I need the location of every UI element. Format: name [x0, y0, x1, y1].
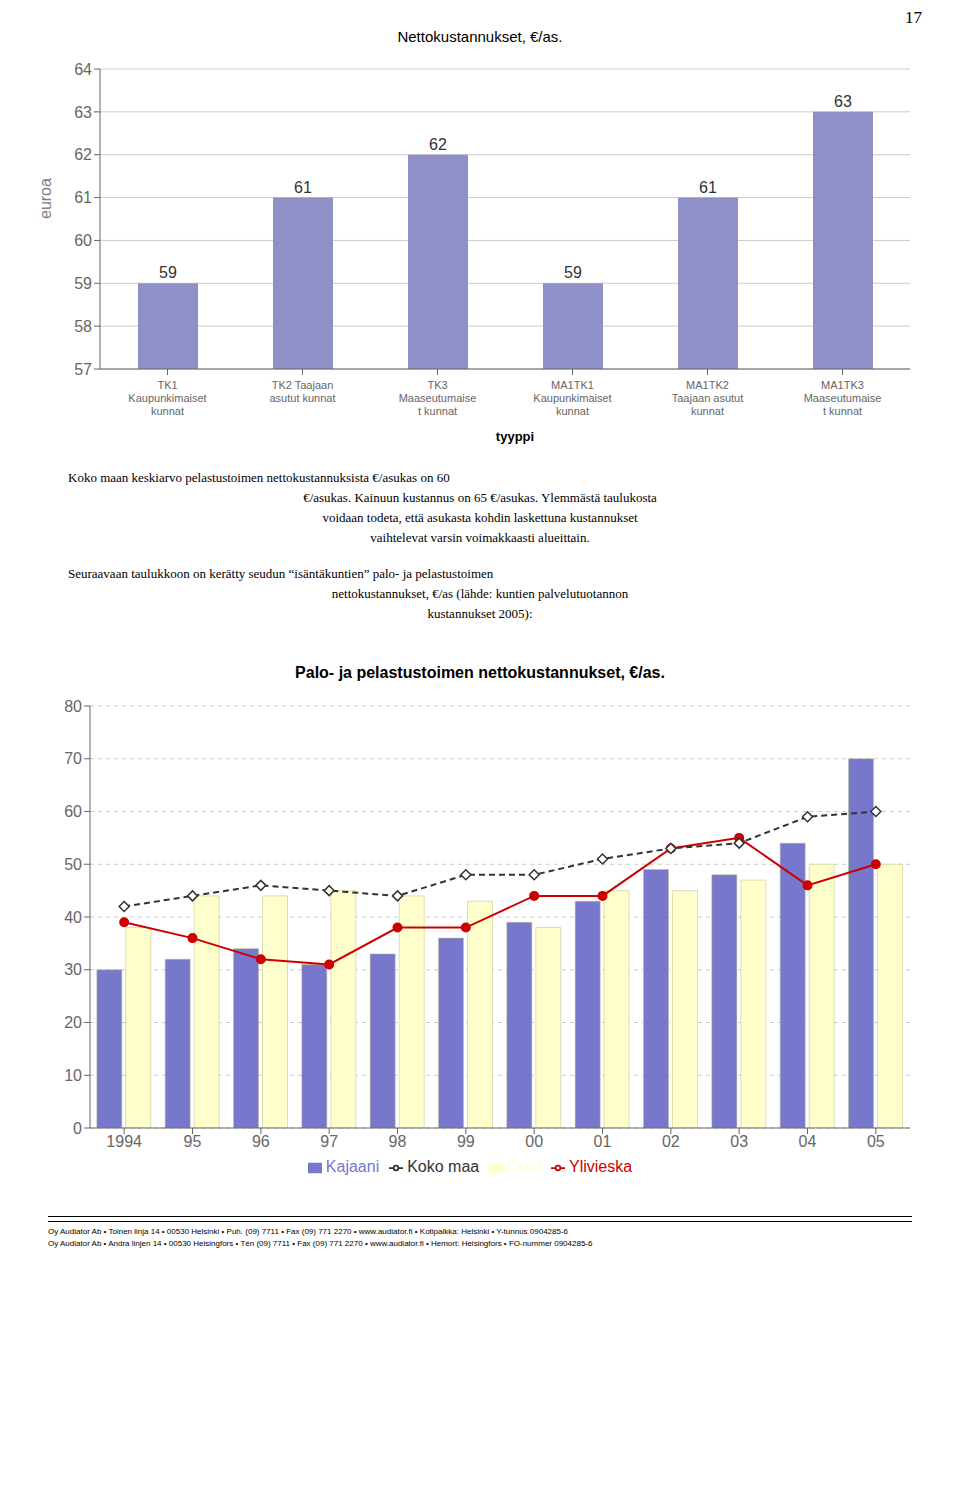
html-text:Nettokustannukset, €/as.: Nettokustannukset, €/as. [397, 28, 563, 45]
svg-text:96: 96 [252, 1133, 270, 1150]
svg-text:MA1TK1Kaupunkimaisetkunnat: MA1TK1Kaupunkimaisetkunnat [533, 379, 611, 417]
svg-text:61: 61 [294, 179, 312, 196]
html-text:Oulu: Oulu [507, 1158, 541, 1175]
svg-text:62: 62 [429, 136, 447, 153]
html-text:vaihtelevat varsin voimakkaast: vaihtelevat varsin voimakkaasti alueitta… [370, 530, 590, 545]
svg-text:70: 70 [64, 750, 82, 767]
html-text:17: 17 [905, 8, 922, 27]
svg-text:02: 02 [662, 1133, 680, 1150]
svg-text:MA1TK3Maaseutumaiset kunnat: MA1TK3Maaseutumaiset kunnat [804, 379, 882, 417]
svg-text:99: 99 [457, 1133, 475, 1150]
svg-text:98: 98 [389, 1133, 407, 1150]
svg-text:00: 00 [525, 1133, 543, 1150]
html-text:Palo- ja pelastustoimen nettok: Palo- ja pelastustoimen nettokustannukse… [295, 664, 665, 681]
svg-text:61: 61 [699, 179, 717, 196]
svg-text:04: 04 [799, 1133, 817, 1150]
svg-text:10: 10 [64, 1067, 82, 1084]
html-text:tyyppi: tyyppi [495, 429, 535, 444]
svg-text:62: 62 [74, 146, 92, 163]
svg-text:61: 61 [74, 189, 92, 206]
svg-text:MA1TK2Taajaan asututkunnat: MA1TK2Taajaan asututkunnat [672, 379, 744, 417]
svg-text:01: 01 [594, 1133, 612, 1150]
html-text:Ylivieska: Ylivieska [569, 1158, 633, 1175]
svg-text:60: 60 [74, 232, 92, 249]
svg-text:57: 57 [74, 361, 92, 378]
svg-text:97: 97 [320, 1133, 338, 1150]
svg-text:euroa: euroa [37, 178, 54, 219]
svg-text:TK2 Taajaanasutut kunnat: TK2 Taajaanasutut kunnat [269, 379, 335, 404]
svg-text:63: 63 [74, 104, 92, 121]
svg-text:0: 0 [73, 1120, 82, 1137]
svg-text:40: 40 [64, 909, 82, 926]
html-text:€/asukas. Kainuun kustannus on: €/asukas. Kainuun kustannus on 65 €/asuk… [303, 490, 657, 505]
svg-text:TK3Maaseutumaiset kunnat: TK3Maaseutumaiset kunnat [399, 379, 477, 417]
html-text:Oy Audiator Ab • Toinen linja: Oy Audiator Ab • Toinen linja 14 • 00530… [48, 1227, 569, 1236]
html-text:Seuraavaan taulukkoon on kerät: Seuraavaan taulukkoon on kerätty seudun … [68, 566, 494, 581]
html-text:voidaan todeta, että asukasta: voidaan todeta, että asukasta kohdin las… [322, 510, 638, 525]
svg-text:60: 60 [64, 803, 82, 820]
html-text:kustannukset 2005):: kustannukset 2005): [427, 606, 533, 621]
svg-text:95: 95 [184, 1133, 202, 1150]
svg-text:80: 80 [64, 698, 82, 715]
svg-text:03: 03 [730, 1133, 748, 1150]
html-text:Kajaani: Kajaani [325, 1158, 380, 1175]
svg-text:20: 20 [64, 1014, 82, 1031]
html-text:Oy Audiator Ab • Andra linjen: Oy Audiator Ab • Andra linjen 14 • 00530… [48, 1239, 593, 1248]
svg-text:59: 59 [159, 264, 177, 281]
html-text:Koko maan keskiarvo pelastusto: Koko maan keskiarvo pelastustoimen netto… [68, 470, 450, 485]
html-text:Koko maa: Koko maa [407, 1158, 480, 1175]
svg-text:TK1Kaupunkimaisetkunnat: TK1Kaupunkimaisetkunnat [128, 379, 206, 417]
html-text:nettokustannukset, €/as (lähde: nettokustannukset, €/as (lähde: kuntien … [331, 586, 629, 601]
svg-text:58: 58 [74, 318, 92, 335]
svg-text:64: 64 [74, 61, 92, 78]
svg-text:1994: 1994 [106, 1133, 142, 1150]
svg-text:63: 63 [834, 93, 852, 110]
svg-text:50: 50 [64, 856, 82, 873]
svg-text:59: 59 [564, 264, 582, 281]
svg-text:59: 59 [74, 275, 92, 292]
svg-text:05: 05 [867, 1133, 885, 1150]
svg-text:30: 30 [64, 961, 82, 978]
